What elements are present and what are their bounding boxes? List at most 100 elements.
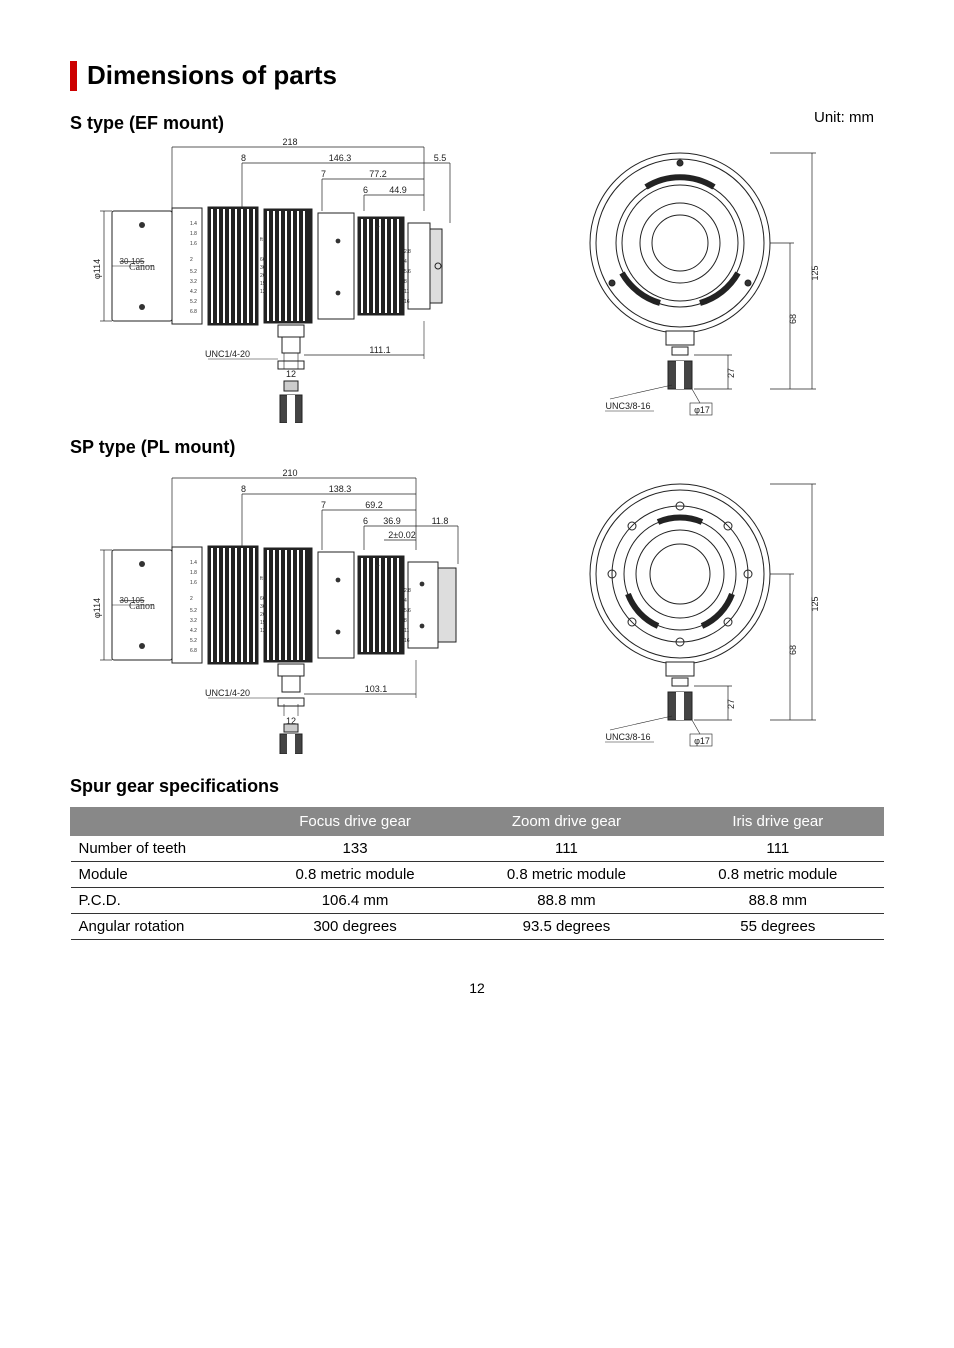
dim-s-b: 146.3 [329, 153, 352, 163]
table-row: Module 0.8 metric module 0.8 metric modu… [71, 862, 884, 888]
svg-text:3.2: 3.2 [190, 279, 197, 285]
spec-cell: 0.8 metric module [461, 862, 672, 888]
svg-text:6.8: 6.8 [190, 648, 197, 654]
svg-text:1.4: 1.4 [190, 560, 197, 566]
svg-text:5.6: 5.6 [404, 269, 411, 275]
table-row: Angular rotation 300 degrees 93.5 degree… [71, 914, 884, 940]
diagram-row-s: 218 8 146.3 7 77.2 6 44.9 5.5 [70, 133, 884, 423]
dim-sp-f: 2±0.02 [388, 530, 415, 540]
svg-text:4: 4 [404, 259, 407, 265]
page-title: Dimensions of parts [87, 60, 337, 91]
svg-text:8: 8 [404, 279, 407, 285]
dim-s-e: 5.5 [434, 153, 447, 163]
dim-sp-e: 11.8 [432, 516, 449, 526]
svg-text:6.8: 6.8 [190, 309, 197, 315]
svg-text:5.2: 5.2 [190, 638, 197, 644]
spec-cell: 0.8 metric module [249, 862, 460, 888]
svg-text:4.2: 4.2 [190, 628, 197, 634]
dim-sp-a: 210 [282, 468, 297, 478]
diagram-s-side: 218 8 146.3 7 77.2 6 44.9 5.5 [90, 133, 520, 423]
spec-cell: 55 degrees [672, 914, 883, 940]
spec-cell: 300 degrees [249, 914, 460, 940]
svg-text:4.2: 4.2 [190, 289, 197, 295]
svg-text:16: 16 [404, 299, 410, 305]
foot-thread-sp: UNC1/4-20 [205, 688, 250, 698]
rear-thread-sp: UNC3/8-16 [605, 732, 650, 742]
dim-s-d: 44.9 [389, 185, 407, 195]
svg-text:1.6: 1.6 [190, 580, 197, 586]
svg-text:60: 60 [260, 596, 266, 602]
svg-text:12: 12 [260, 628, 266, 634]
spec-cell: 133 [249, 836, 460, 862]
svg-text:11: 11 [404, 289, 409, 295]
diagram-sp-rear: 125 68 27 UNC3/8-16 φ17 [550, 464, 850, 754]
spec-col-zoom: Zoom drive gear [461, 808, 672, 836]
rear-dim-stub-sp: 27 [726, 699, 736, 709]
svg-text:3.2: 3.2 [190, 618, 197, 624]
dim-sp-bottom: 103.1 [365, 684, 388, 694]
svg-text:12: 12 [260, 289, 266, 295]
diameter-label-sp: φ114 [92, 598, 102, 618]
spec-cell: 111 [461, 836, 672, 862]
spec-col-focus: Focus drive gear [249, 808, 460, 836]
diagram-sp-side: 210 8 138.3 7 69.2 6 36.9 2±0.02 11.8 Ca… [90, 464, 520, 754]
dim-s-bottom: 111.1 [369, 345, 390, 355]
svg-text:1.6: 1.6 [190, 241, 197, 247]
rear-thread-s: UNC3/8-16 [605, 401, 650, 411]
unit-label: Unit: mm [814, 109, 874, 126]
title-accent-bar [70, 61, 77, 91]
svg-text:T: T [376, 566, 380, 572]
svg-text:1.8: 1.8 [190, 570, 197, 576]
spec-row-label: Number of teeth [71, 836, 250, 862]
section-heading-sp: SP type (PL mount) [70, 437, 884, 458]
dim-sp-c: 69.2 [365, 500, 383, 510]
spec-cell: 88.8 mm [672, 888, 883, 914]
dim-s-a: 218 [282, 137, 297, 147]
svg-text:30: 30 [260, 604, 266, 610]
dim-sp-off6: 6 [363, 516, 368, 526]
rear-dim-stub-s: 27 [726, 368, 736, 378]
table-row: Number of teeth 133 111 111 [71, 836, 884, 862]
spec-row-label: Angular rotation [71, 914, 250, 940]
spec-header-row: Focus drive gear Zoom drive gear Iris dr… [71, 808, 884, 836]
diagram-row-sp: 210 8 138.3 7 69.2 6 36.9 2±0.02 11.8 Ca… [70, 464, 884, 754]
spec-row-label: P.C.D. [71, 888, 250, 914]
svg-text:2.8: 2.8 [404, 588, 411, 594]
section-heading-spur: Spur gear specifications [70, 776, 884, 797]
spec-cell: 0.8 metric module [672, 862, 883, 888]
svg-text:5.2: 5.2 [190, 299, 197, 305]
dim-sp-off7: 7 [321, 500, 326, 510]
foot-dim-s: 12 [286, 369, 296, 379]
svg-text:T: T [376, 227, 380, 233]
section-heading-s: S type (EF mount) [70, 113, 224, 134]
svg-text:20: 20 [260, 612, 266, 618]
svg-text:16: 16 [404, 638, 410, 644]
diameter-label-s: φ114 [92, 259, 102, 279]
dim-s-off8: 8 [241, 153, 246, 163]
spec-cell: 93.5 degrees [461, 914, 672, 940]
spec-row-label: Module [71, 862, 250, 888]
svg-text:1.4: 1.4 [190, 221, 197, 227]
page-title-row: Dimensions of parts [70, 60, 884, 91]
svg-text:2: 2 [190, 257, 193, 263]
foot-thread-s: UNC1/4-20 [205, 349, 250, 359]
svg-text:ft: ft [260, 576, 263, 582]
dim-s-off6: 6 [363, 185, 368, 195]
model-range-sp: 30-105 [120, 596, 145, 605]
spec-cell: 88.8 mm [461, 888, 672, 914]
svg-text:5.6: 5.6 [404, 608, 411, 614]
spec-table: Focus drive gear Zoom drive gear Iris dr… [70, 807, 884, 940]
dim-s-off7: 7 [321, 169, 326, 179]
svg-text:2: 2 [190, 596, 193, 602]
svg-text:60: 60 [260, 257, 266, 263]
svg-text:4: 4 [404, 598, 407, 604]
svg-text:5.2: 5.2 [190, 269, 197, 275]
svg-text:30: 30 [260, 265, 266, 271]
model-range-s: 30-105 [120, 257, 145, 266]
table-row: P.C.D. 106.4 mm 88.8 mm 88.8 mm [71, 888, 884, 914]
spec-col-blank [71, 808, 250, 836]
dim-sp-b: 138.3 [329, 484, 352, 494]
rear-dim-total-sp: 125 [810, 596, 820, 611]
rear-hole-sp: φ17 [694, 736, 710, 746]
diagram-s-rear: 125 68 27 UNC3/8-16 φ17 [550, 133, 850, 423]
